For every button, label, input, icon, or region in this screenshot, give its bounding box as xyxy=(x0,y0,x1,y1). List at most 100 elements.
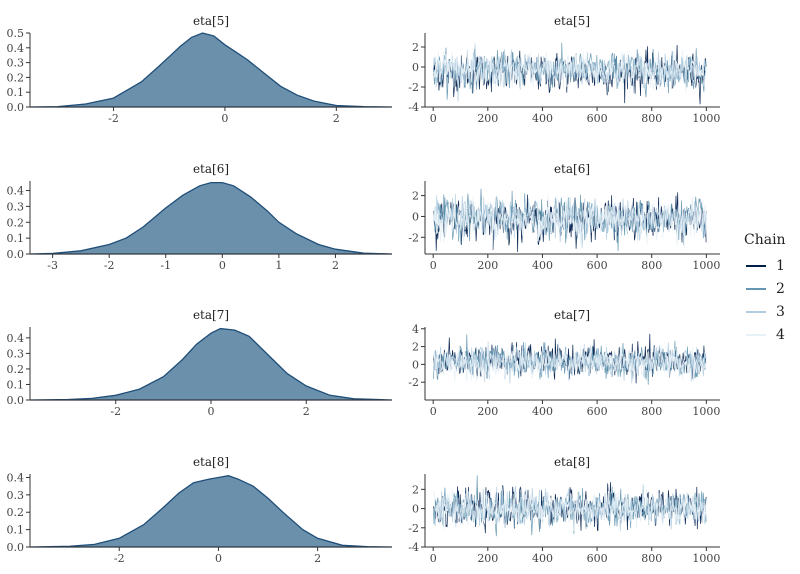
y-tick-label: 0.4 xyxy=(7,42,25,55)
y-tick-label: 0.3 xyxy=(7,347,25,360)
y-tick-label: 0.4 xyxy=(7,471,25,484)
y-tick-label: 0.4 xyxy=(7,332,25,345)
panel-title: eta[6] xyxy=(554,162,590,176)
x-tick-label: 800 xyxy=(641,405,662,418)
legend-item-chain-1: 1 xyxy=(744,254,800,277)
y-tick-label: -2 xyxy=(408,376,419,389)
x-tick-label: -3 xyxy=(47,259,58,272)
x-tick-label: 0 xyxy=(430,259,437,272)
panel-title: eta[8] xyxy=(193,455,229,469)
x-tick-label: -2 xyxy=(110,405,121,418)
x-tick-label: 0 xyxy=(215,552,222,565)
panel-title: eta[5] xyxy=(193,14,229,28)
y-tick-label: 0.0 xyxy=(7,248,25,261)
y-tick-label: 2 xyxy=(412,190,419,203)
y-tick-label: -4 xyxy=(408,101,419,114)
y-tick-label: 0.0 xyxy=(7,101,25,114)
x-tick-label: 1 xyxy=(275,259,282,272)
y-tick-label: -2 xyxy=(408,81,419,94)
y-tick-label: 0.2 xyxy=(7,506,25,519)
y-tick-label: 2 xyxy=(412,41,419,54)
x-tick-label: 2 xyxy=(333,112,340,125)
y-tick-label: 0 xyxy=(412,61,419,74)
legend-item-chain-3: 3 xyxy=(744,300,800,323)
legend-label-2: 2 xyxy=(776,280,785,297)
x-tick-label: -1 xyxy=(160,259,171,272)
y-tick-label: 0.0 xyxy=(7,541,25,554)
y-tick-label: -2 xyxy=(408,231,419,244)
x-tick-label: 2 xyxy=(303,405,310,418)
y-tick-label: 0.2 xyxy=(7,363,25,376)
panel-trace-2: eta[7] 0 200 400 600 800 1000 -2 0 2 4 xyxy=(408,308,720,418)
x-tick-label: -2 xyxy=(108,112,119,125)
x-tick-label: 1000 xyxy=(692,259,720,272)
legend-key-1 xyxy=(746,264,766,267)
density-area xyxy=(29,32,393,108)
y-tick-label: 0 xyxy=(412,210,419,223)
x-tick-label: 800 xyxy=(641,259,662,272)
x-tick-label: 200 xyxy=(477,552,498,565)
panel-title: eta[6] xyxy=(193,162,229,176)
y-tick-label: 0.1 xyxy=(7,86,25,99)
x-tick-label: 0 xyxy=(219,259,226,272)
x-tick-label: 0 xyxy=(430,552,437,565)
trace-line-chain-4 xyxy=(433,193,707,250)
legend-key-2 xyxy=(746,287,766,290)
legend-item-chain-4: 4 xyxy=(744,323,800,346)
y-tick-label: 0.1 xyxy=(7,378,25,391)
x-tick-label: 400 xyxy=(532,405,553,418)
panel-title: eta[7] xyxy=(554,308,590,322)
y-tick-label: 0.1 xyxy=(7,232,25,245)
x-tick-label: 800 xyxy=(641,552,662,565)
x-tick-label: 400 xyxy=(532,552,553,565)
panel-title: eta[5] xyxy=(554,14,590,28)
x-tick-label: 600 xyxy=(587,552,608,565)
y-tick-label: 0.3 xyxy=(7,489,25,502)
y-tick-label: 0.3 xyxy=(7,200,25,213)
y-tick-label: 0.4 xyxy=(7,185,25,198)
trace-line-chain-4 xyxy=(433,340,707,382)
legend-key-4 xyxy=(746,333,766,336)
x-tick-label: 200 xyxy=(477,259,498,272)
x-tick-label: 1000 xyxy=(692,552,720,565)
x-tick-label: 0 xyxy=(208,405,215,418)
legend-title: Chain xyxy=(744,232,786,248)
density-area xyxy=(29,327,393,401)
panel-density-0: eta[5] -2 0 2 0.0 0.1 0.20.3 0.4 0.5 xyxy=(7,14,393,125)
x-tick-label: 1000 xyxy=(692,405,720,418)
panel-title: eta[7] xyxy=(193,308,229,322)
x-tick-label: 2 xyxy=(332,259,339,272)
x-tick-label: 200 xyxy=(477,112,498,125)
x-tick-label: 800 xyxy=(641,112,662,125)
x-tick-label: 400 xyxy=(532,259,553,272)
y-tick-label: -2 xyxy=(408,522,419,535)
x-tick-label: 0 xyxy=(430,112,437,125)
panel-title: eta[8] xyxy=(554,455,590,469)
y-tick-label: 0 xyxy=(412,503,419,516)
legend-key-3 xyxy=(746,310,766,313)
x-tick-label: -2 xyxy=(114,552,125,565)
trace-line-chain-4 xyxy=(433,488,707,531)
y-tick-label: 2 xyxy=(412,341,419,354)
panel-trace-0: eta[5] 0 200 400 600 800 1000 -4 -2 0 2 xyxy=(408,14,720,125)
y-tick-label: 2 xyxy=(412,483,419,496)
panel-trace-3: eta[8] 0 200 400 600 800 1000 -4 -2 0 2 xyxy=(408,455,720,565)
legend-label-4: 4 xyxy=(776,326,785,343)
y-tick-label: 0.3 xyxy=(7,57,25,70)
x-tick-label: 0 xyxy=(430,405,437,418)
panel-density-1: eta[6] -3 -2 -1 0 1 2 0.0 0.1 0.2 0.3 0.4 xyxy=(7,162,393,272)
x-tick-label: 1000 xyxy=(692,112,720,125)
legend-label-1: 1 xyxy=(776,257,785,274)
density-area xyxy=(29,475,393,548)
panel-density-3: eta[8] -2 0 2 0.0 0.1 0.2 0.3 0.4 xyxy=(7,455,393,565)
legend-item-chain-2: 2 xyxy=(744,277,800,300)
trace-line-chain-4 xyxy=(433,49,707,94)
y-tick-label: 0.5 xyxy=(7,27,25,40)
x-tick-label: 200 xyxy=(477,405,498,418)
y-tick-label: 0.2 xyxy=(7,71,25,84)
y-tick-label: 4 xyxy=(412,323,419,336)
density-area xyxy=(29,181,393,255)
y-tick-label: 0.2 xyxy=(7,216,25,229)
chain-legend: Chain 1 2 3 4 xyxy=(744,232,800,346)
